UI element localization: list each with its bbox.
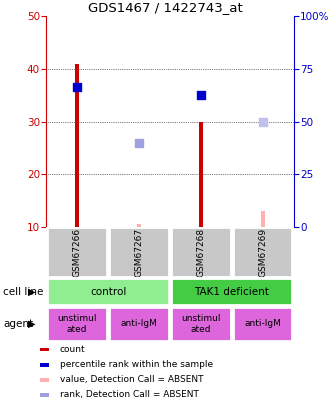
Bar bbox=[48, 307, 107, 341]
Bar bbox=[261, 211, 265, 227]
Text: value, Detection Call = ABSENT: value, Detection Call = ABSENT bbox=[59, 375, 203, 384]
Bar bbox=[109, 307, 169, 341]
Bar bbox=[40, 363, 50, 367]
Text: unstimul
ated: unstimul ated bbox=[57, 314, 97, 334]
Text: GSM67269: GSM67269 bbox=[258, 228, 267, 277]
Bar bbox=[171, 278, 292, 305]
Text: GSM67268: GSM67268 bbox=[196, 228, 205, 277]
Bar bbox=[48, 278, 169, 305]
Point bbox=[75, 84, 80, 91]
Bar bbox=[75, 64, 79, 227]
Text: cell line: cell line bbox=[3, 287, 44, 296]
Text: GSM67266: GSM67266 bbox=[73, 228, 82, 277]
Bar bbox=[48, 227, 107, 277]
Text: count: count bbox=[59, 345, 85, 354]
Bar bbox=[233, 307, 292, 341]
Text: agent: agent bbox=[3, 319, 33, 329]
Point bbox=[260, 118, 265, 125]
Bar bbox=[40, 393, 50, 396]
Text: GDS1467 / 1422743_at: GDS1467 / 1422743_at bbox=[88, 1, 242, 14]
Text: ▶: ▶ bbox=[28, 287, 35, 296]
Text: anti-IgM: anti-IgM bbox=[244, 320, 281, 328]
Bar bbox=[199, 122, 203, 227]
Bar bbox=[40, 378, 50, 382]
Bar bbox=[171, 307, 231, 341]
Bar bbox=[109, 227, 169, 277]
Text: rank, Detection Call = ABSENT: rank, Detection Call = ABSENT bbox=[59, 390, 198, 399]
Text: ▶: ▶ bbox=[28, 319, 35, 329]
Point bbox=[198, 92, 204, 98]
Text: GSM67267: GSM67267 bbox=[135, 228, 144, 277]
Bar bbox=[171, 227, 231, 277]
Bar bbox=[233, 227, 292, 277]
Text: percentile rank within the sample: percentile rank within the sample bbox=[59, 360, 213, 369]
Text: unstimul
ated: unstimul ated bbox=[181, 314, 221, 334]
Bar bbox=[137, 224, 141, 227]
Bar bbox=[40, 348, 50, 352]
Text: TAK1 deficient: TAK1 deficient bbox=[194, 287, 269, 296]
Text: control: control bbox=[90, 287, 126, 296]
Point bbox=[136, 139, 142, 146]
Text: anti-IgM: anti-IgM bbox=[120, 320, 157, 328]
